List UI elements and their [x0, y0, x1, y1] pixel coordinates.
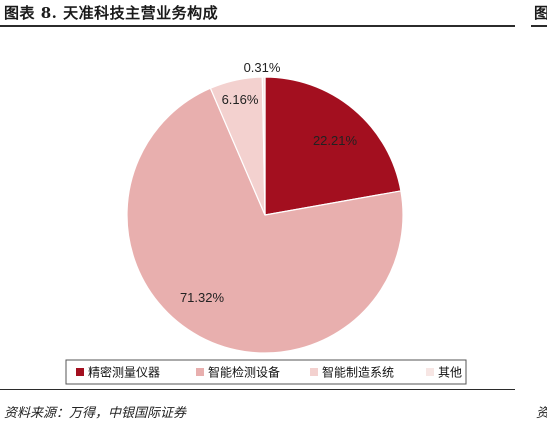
pie-slice-1: [126, 87, 404, 354]
figure-title: 图表 8. 天准科技主营业务构成: [4, 4, 219, 22]
source-note: 资料来源：万得，中银国际证券: [4, 406, 187, 421]
legend-swatch-1: [196, 368, 204, 376]
pie-slice-3: [261, 76, 266, 216]
legend-label-0: 精密测量仪器: [88, 365, 160, 380]
adjacent-title-rule: [531, 25, 547, 27]
slice-label-1: 71.32%: [180, 290, 225, 305]
legend-label-2: 智能制造系统: [322, 365, 394, 380]
pie-slices: [126, 76, 404, 354]
slice-label-2: 6.16%: [222, 92, 259, 107]
legend-swatch-3: [426, 368, 434, 376]
slice-label-0: 22.21%: [313, 133, 358, 148]
bottom-rule: [0, 389, 515, 390]
slice-label-3: 0.31%: [244, 60, 281, 75]
title-rule: [0, 25, 515, 27]
legend-swatch-2: [310, 368, 318, 376]
legend-label-3: 其他: [438, 366, 462, 380]
chart-legend: 精密测量仪器 智能检测设备 智能制造系统 其他: [65, 359, 467, 385]
legend-box: [65, 359, 467, 385]
legend-label-1: 智能检测设备: [208, 365, 280, 380]
pie-data-labels: 22.21% 71.32% 6.16% 0.31%: [180, 60, 358, 305]
adjacent-source-fragment: 资: [536, 402, 547, 421]
adjacent-figure-title-fragment: 图: [534, 4, 547, 22]
legend-swatch-0: [76, 368, 84, 376]
pie-slice-0: [264, 76, 402, 216]
